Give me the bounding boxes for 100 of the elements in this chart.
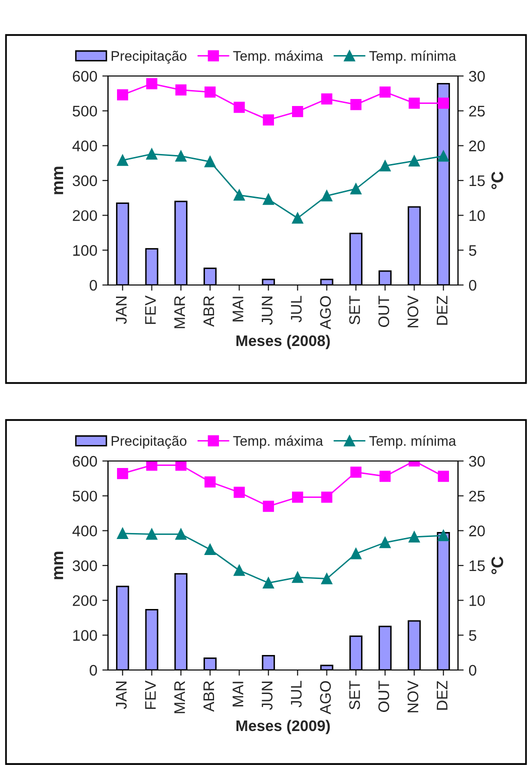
point xyxy=(175,461,186,471)
bar xyxy=(174,200,188,285)
point xyxy=(438,530,449,542)
point xyxy=(350,466,362,478)
y2-axis-title: °C xyxy=(491,172,504,190)
legend-label: Temp. máxima xyxy=(233,50,324,64)
x-tick-label: NOV xyxy=(408,295,418,328)
bar xyxy=(262,278,275,285)
point xyxy=(117,89,128,100)
x-tick-label: JUN xyxy=(262,682,273,710)
y-tick-label: 600 xyxy=(72,70,97,82)
y2-tick-label: 30 xyxy=(469,70,485,82)
x-tick-label: JUN xyxy=(262,296,273,325)
x-tick-label: AGO xyxy=(320,296,331,330)
bar xyxy=(378,270,392,285)
x-tick-label: DEZ xyxy=(436,296,448,325)
x-tick-label: ABR xyxy=(204,296,214,327)
x-tick-label: AGO xyxy=(320,681,331,714)
y-tick-label: 500 xyxy=(72,490,97,502)
y2-tick-label: 5 xyxy=(469,245,476,256)
point xyxy=(408,531,420,542)
point xyxy=(321,93,332,105)
x-tick-label: MAR xyxy=(174,296,185,328)
x-tick-label: JUL xyxy=(291,296,302,322)
point xyxy=(262,194,274,205)
bar xyxy=(349,636,362,670)
point xyxy=(262,500,274,512)
point xyxy=(175,84,186,96)
point xyxy=(438,470,449,482)
y-tick-label: 400 xyxy=(72,140,97,152)
point xyxy=(204,476,216,488)
point xyxy=(204,86,216,98)
x-tick-label: MAR xyxy=(174,681,185,714)
y-tick-label: 300 xyxy=(72,560,97,572)
point xyxy=(146,528,158,540)
point xyxy=(117,528,128,540)
point xyxy=(321,492,332,503)
point xyxy=(234,102,245,113)
point xyxy=(204,156,216,168)
x-tick-label: JAN xyxy=(116,296,127,324)
y-tick-label: 0 xyxy=(90,280,97,291)
y2-tick-label: 25 xyxy=(469,490,485,502)
bar xyxy=(408,206,421,285)
legend-label: Temp. mínima xyxy=(369,50,456,64)
y-axis-title: mm xyxy=(54,552,64,580)
y-tick-label: 200 xyxy=(72,210,97,222)
y-tick-label: 100 xyxy=(73,630,97,641)
x-tick-label: FEV xyxy=(145,295,156,324)
bar xyxy=(116,202,130,285)
y-axis-title: mm xyxy=(54,166,64,194)
x-tick-label: FEV xyxy=(145,680,156,709)
x-tick-label: SET xyxy=(349,680,360,710)
x-tick-label: NOV xyxy=(408,680,418,712)
point xyxy=(380,470,391,482)
point xyxy=(117,468,128,480)
y2-tick-label: 20 xyxy=(469,140,485,152)
x-axis-title: Meses (2009) xyxy=(236,720,330,734)
bar xyxy=(320,278,334,285)
y-tick-label: 500 xyxy=(72,106,97,117)
legend-label: Precipitação xyxy=(112,50,186,64)
x-tick-label: DEZ xyxy=(436,680,448,710)
y2-tick-label: 25 xyxy=(469,106,485,117)
point xyxy=(438,98,449,109)
x-tick-label: JUL xyxy=(291,680,302,708)
point xyxy=(380,86,391,98)
bar xyxy=(204,268,217,285)
point xyxy=(204,544,216,556)
point xyxy=(408,98,420,109)
point xyxy=(438,150,449,162)
x-tick-label: OUT xyxy=(378,680,390,712)
x-tick-label: MAI xyxy=(232,682,244,706)
point xyxy=(175,528,186,540)
y2-tick-label: 5 xyxy=(469,630,476,641)
bar xyxy=(436,532,450,670)
x-tick-label: MAI xyxy=(232,296,244,322)
point xyxy=(292,106,304,118)
point xyxy=(146,461,158,471)
point xyxy=(408,155,420,167)
y-tick-label: 600 xyxy=(72,456,97,467)
point xyxy=(292,572,304,583)
point xyxy=(117,154,128,166)
point xyxy=(146,148,158,160)
point xyxy=(146,78,158,90)
x-tick-label: OUT xyxy=(378,296,390,327)
y2-tick-label: 10 xyxy=(470,210,485,222)
point xyxy=(262,114,274,126)
point xyxy=(321,573,332,584)
bar xyxy=(204,657,217,670)
bar xyxy=(320,664,334,670)
x-axis-title: Meses (2008) xyxy=(236,334,330,350)
bar xyxy=(262,655,275,670)
y-tick-label: 0 xyxy=(90,664,97,676)
point xyxy=(175,150,186,162)
point xyxy=(292,212,304,224)
y2-tick-label: 0 xyxy=(469,664,476,676)
point xyxy=(234,190,245,201)
y-tick-label: 100 xyxy=(73,245,97,256)
bar xyxy=(145,248,158,285)
legend-label: Precipitação xyxy=(112,436,186,449)
y-tick-label: 400 xyxy=(72,526,97,536)
